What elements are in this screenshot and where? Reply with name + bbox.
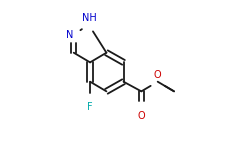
Text: F: F: [87, 102, 93, 112]
Text: N: N: [66, 30, 73, 40]
Text: NH: NH: [82, 13, 97, 23]
Text: O: O: [138, 111, 145, 121]
Text: O: O: [154, 70, 162, 80]
